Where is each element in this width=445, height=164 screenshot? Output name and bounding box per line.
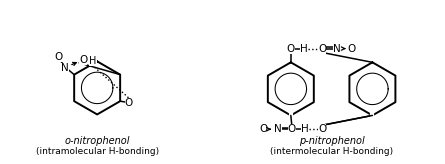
Text: O: O xyxy=(348,44,356,54)
Text: N: N xyxy=(274,124,282,134)
Text: O: O xyxy=(287,44,295,54)
Text: O: O xyxy=(318,44,326,54)
Text: (intramolecular H-bonding): (intramolecular H-bonding) xyxy=(36,147,159,156)
Text: (intermolecular H-bonding): (intermolecular H-bonding) xyxy=(270,147,393,156)
Text: N: N xyxy=(61,63,69,73)
Text: N: N xyxy=(333,44,341,54)
Text: H: H xyxy=(89,56,97,66)
Text: O: O xyxy=(54,52,63,62)
Text: p-nitrophenol: p-nitrophenol xyxy=(299,136,364,146)
Text: O: O xyxy=(125,98,133,108)
Text: O: O xyxy=(259,124,267,134)
Text: O: O xyxy=(318,124,326,134)
Text: O: O xyxy=(79,55,87,65)
Text: H: H xyxy=(301,124,308,134)
Text: O: O xyxy=(287,124,296,134)
Text: o-nitrophenol: o-nitrophenol xyxy=(65,136,130,146)
Text: H: H xyxy=(300,44,307,54)
